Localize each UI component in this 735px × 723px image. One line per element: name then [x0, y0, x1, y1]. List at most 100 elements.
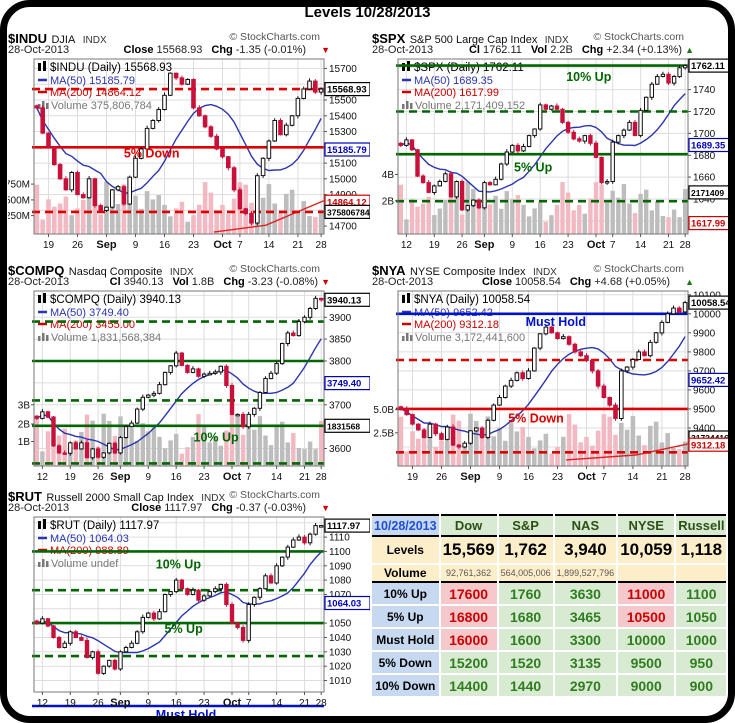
- table-cell: 92,761,362: [440, 565, 497, 583]
- volume-legend-icon: [38, 333, 49, 341]
- svg-text:9700: 9700: [693, 366, 716, 377]
- svg-text:MA(50) 15185.79: MA(50) 15185.79: [50, 75, 135, 87]
- svg-text:2.5B: 2.5B: [373, 428, 394, 439]
- volume-bars: [34, 413, 324, 466]
- svg-text:19: 19: [429, 240, 441, 251]
- table-cell: 900: [676, 675, 727, 698]
- svg-text:9: 9: [133, 240, 139, 251]
- quote-date: 28-Oct-2013: [8, 276, 70, 288]
- quote-date: 28-Oct-2013: [372, 44, 434, 56]
- quote-date: 28-Oct-2013: [8, 502, 70, 514]
- svg-text:1660: 1660: [693, 173, 716, 184]
- plot-border: [33, 58, 325, 235]
- svg-text:14: 14: [635, 240, 647, 251]
- svg-text:12: 12: [37, 698, 49, 709]
- x-axis-labels: 19 26 Sep 9 16 23 Oct 7 14 21 28: [43, 234, 327, 251]
- annotations: 5% Down: [124, 147, 180, 161]
- left-axis-labels: 4B 2B: [382, 170, 398, 207]
- ma50-line: [36, 338, 322, 451]
- svg-text:5% Up: 5% Up: [165, 622, 204, 636]
- svg-text:9: 9: [510, 240, 516, 251]
- svg-text:$COMPQ (Daily) 3940.13: $COMPQ (Daily) 3940.13: [50, 294, 181, 306]
- svg-text:7: 7: [610, 240, 616, 251]
- chart-header: $COMPQ Nasdaq Composite INDX © StockChar…: [8, 262, 370, 278]
- svg-text:1110: 1110: [329, 533, 350, 544]
- table-row-label: Must Hold: [372, 629, 439, 652]
- chart-index-label: INDX: [201, 493, 226, 504]
- table-row: 10% Up 17600 1760 3630 11000 1100: [372, 583, 727, 606]
- svg-text:14864.12: 14864.12: [327, 197, 367, 208]
- svg-text:16: 16: [171, 472, 183, 483]
- svg-text:1117.97: 1117.97: [327, 521, 360, 532]
- svg-text:1050: 1050: [329, 619, 352, 630]
- right-axis-labels: 1110 1100 1090 1080 1070 1050 1040 1030 1020 1010…: [324, 518, 371, 687]
- svg-text:23: 23: [188, 240, 200, 251]
- table-row: Levels 15,569 1,762 3,940 10,059 1,118: [372, 537, 727, 565]
- svg-text:3B: 3B: [18, 400, 31, 411]
- svg-text:15400: 15400: [329, 111, 357, 122]
- svg-text:26: 26: [72, 240, 84, 251]
- svg-text:14: 14: [263, 240, 275, 251]
- table-cell: 11000: [618, 583, 675, 606]
- table-header-row: 10/28/2013 Dow S&P NAS NYSE Russell: [372, 514, 727, 537]
- svg-text:10% Up: 10% Up: [156, 558, 202, 572]
- chart-symbol: $INDU: [8, 31, 48, 46]
- table-date-header: 10/28/2013: [372, 514, 439, 537]
- chart-index-label: INDX: [82, 35, 107, 46]
- svg-text:1020: 1020: [329, 662, 352, 673]
- svg-text:4B: 4B: [382, 170, 395, 181]
- table-cell: 1,899,527,796: [554, 565, 617, 583]
- table-row-label: 5% Down: [372, 652, 439, 675]
- table-row: Volume 92,761,362 564,005,006 1,899,527,796: [372, 565, 727, 583]
- svg-text:7: 7: [246, 472, 252, 483]
- table-row: 5% Up 16800 1680 3465 10500 1050: [372, 606, 727, 629]
- table-cell: 16000: [440, 629, 497, 652]
- quote-values: Close 1117.97 Chg -0.37 (-0.03%) ▼: [131, 502, 330, 514]
- table-cell: 17600: [440, 583, 497, 606]
- svg-text:3800: 3800: [329, 357, 352, 368]
- table-column-header: Russell: [676, 514, 727, 537]
- x-axis-labels: 19 26 Sep 9 16 23 Oct 7 14 21 28: [407, 466, 691, 483]
- plot-border: [33, 290, 325, 467]
- candles: [34, 295, 324, 460]
- table-cell: 950: [676, 652, 727, 675]
- quote-line: 28-Oct-2013 Cl 1762.11 Vol 2.2B Chg +2.34 (+0…: [372, 44, 734, 57]
- svg-text:Volume 3,172,441,600: Volume 3,172,441,600: [415, 332, 525, 344]
- svg-text:7: 7: [246, 698, 252, 709]
- svg-text:3600: 3600: [329, 444, 352, 455]
- svg-text:16: 16: [523, 472, 535, 483]
- svg-text:9652.42: 9652.42: [691, 376, 725, 387]
- chart-name: NYSE Composite Index: [409, 266, 526, 278]
- table-cell: 3135: [554, 652, 617, 675]
- svg-text:1640: 1640: [693, 195, 716, 206]
- svg-text:15300: 15300: [329, 127, 357, 138]
- svg-text:21: 21: [292, 240, 304, 251]
- ma50-line: [400, 93, 686, 193]
- svg-text:28: 28: [680, 240, 692, 251]
- annotations: 10% Up 5% Up: [514, 70, 612, 175]
- quote-line: 28-Oct-2013 Close 15568.93 Chg -1.35 (-0.01…: [8, 44, 370, 57]
- svg-text:Volume undef: Volume undef: [51, 558, 119, 570]
- chart-symbol: $NYA: [372, 263, 406, 278]
- change-direction-icon: ▲: [685, 45, 694, 55]
- legend-style-icon: [38, 61, 46, 71]
- table-cell: 3,940: [554, 537, 617, 565]
- chart-header: $INDU DJIA INDX © StockCharts.com: [8, 30, 370, 46]
- svg-text:1070: 1070: [329, 590, 352, 601]
- quote-values: Close 15568.93 Chg -1.35 (-0.01%) ▼: [123, 44, 330, 56]
- table-cell: 10000: [618, 629, 675, 652]
- table-cell: 9500: [618, 652, 675, 675]
- svg-text:$SPX (Daily) 1762.11: $SPX (Daily) 1762.11: [414, 62, 524, 74]
- chart-panel-nya: $NYA NYSE Composite Index INDX © StockCh…: [372, 262, 735, 496]
- svg-text:9: 9: [497, 472, 503, 483]
- svg-text:2171409: 2171409: [691, 188, 724, 198]
- change-direction-icon: ▲: [685, 277, 694, 287]
- svg-text:MA(50) 3749.40: MA(50) 3749.40: [50, 307, 129, 319]
- svg-text:9: 9: [146, 698, 152, 709]
- svg-text:16: 16: [171, 698, 183, 709]
- svg-text:1700: 1700: [693, 129, 716, 140]
